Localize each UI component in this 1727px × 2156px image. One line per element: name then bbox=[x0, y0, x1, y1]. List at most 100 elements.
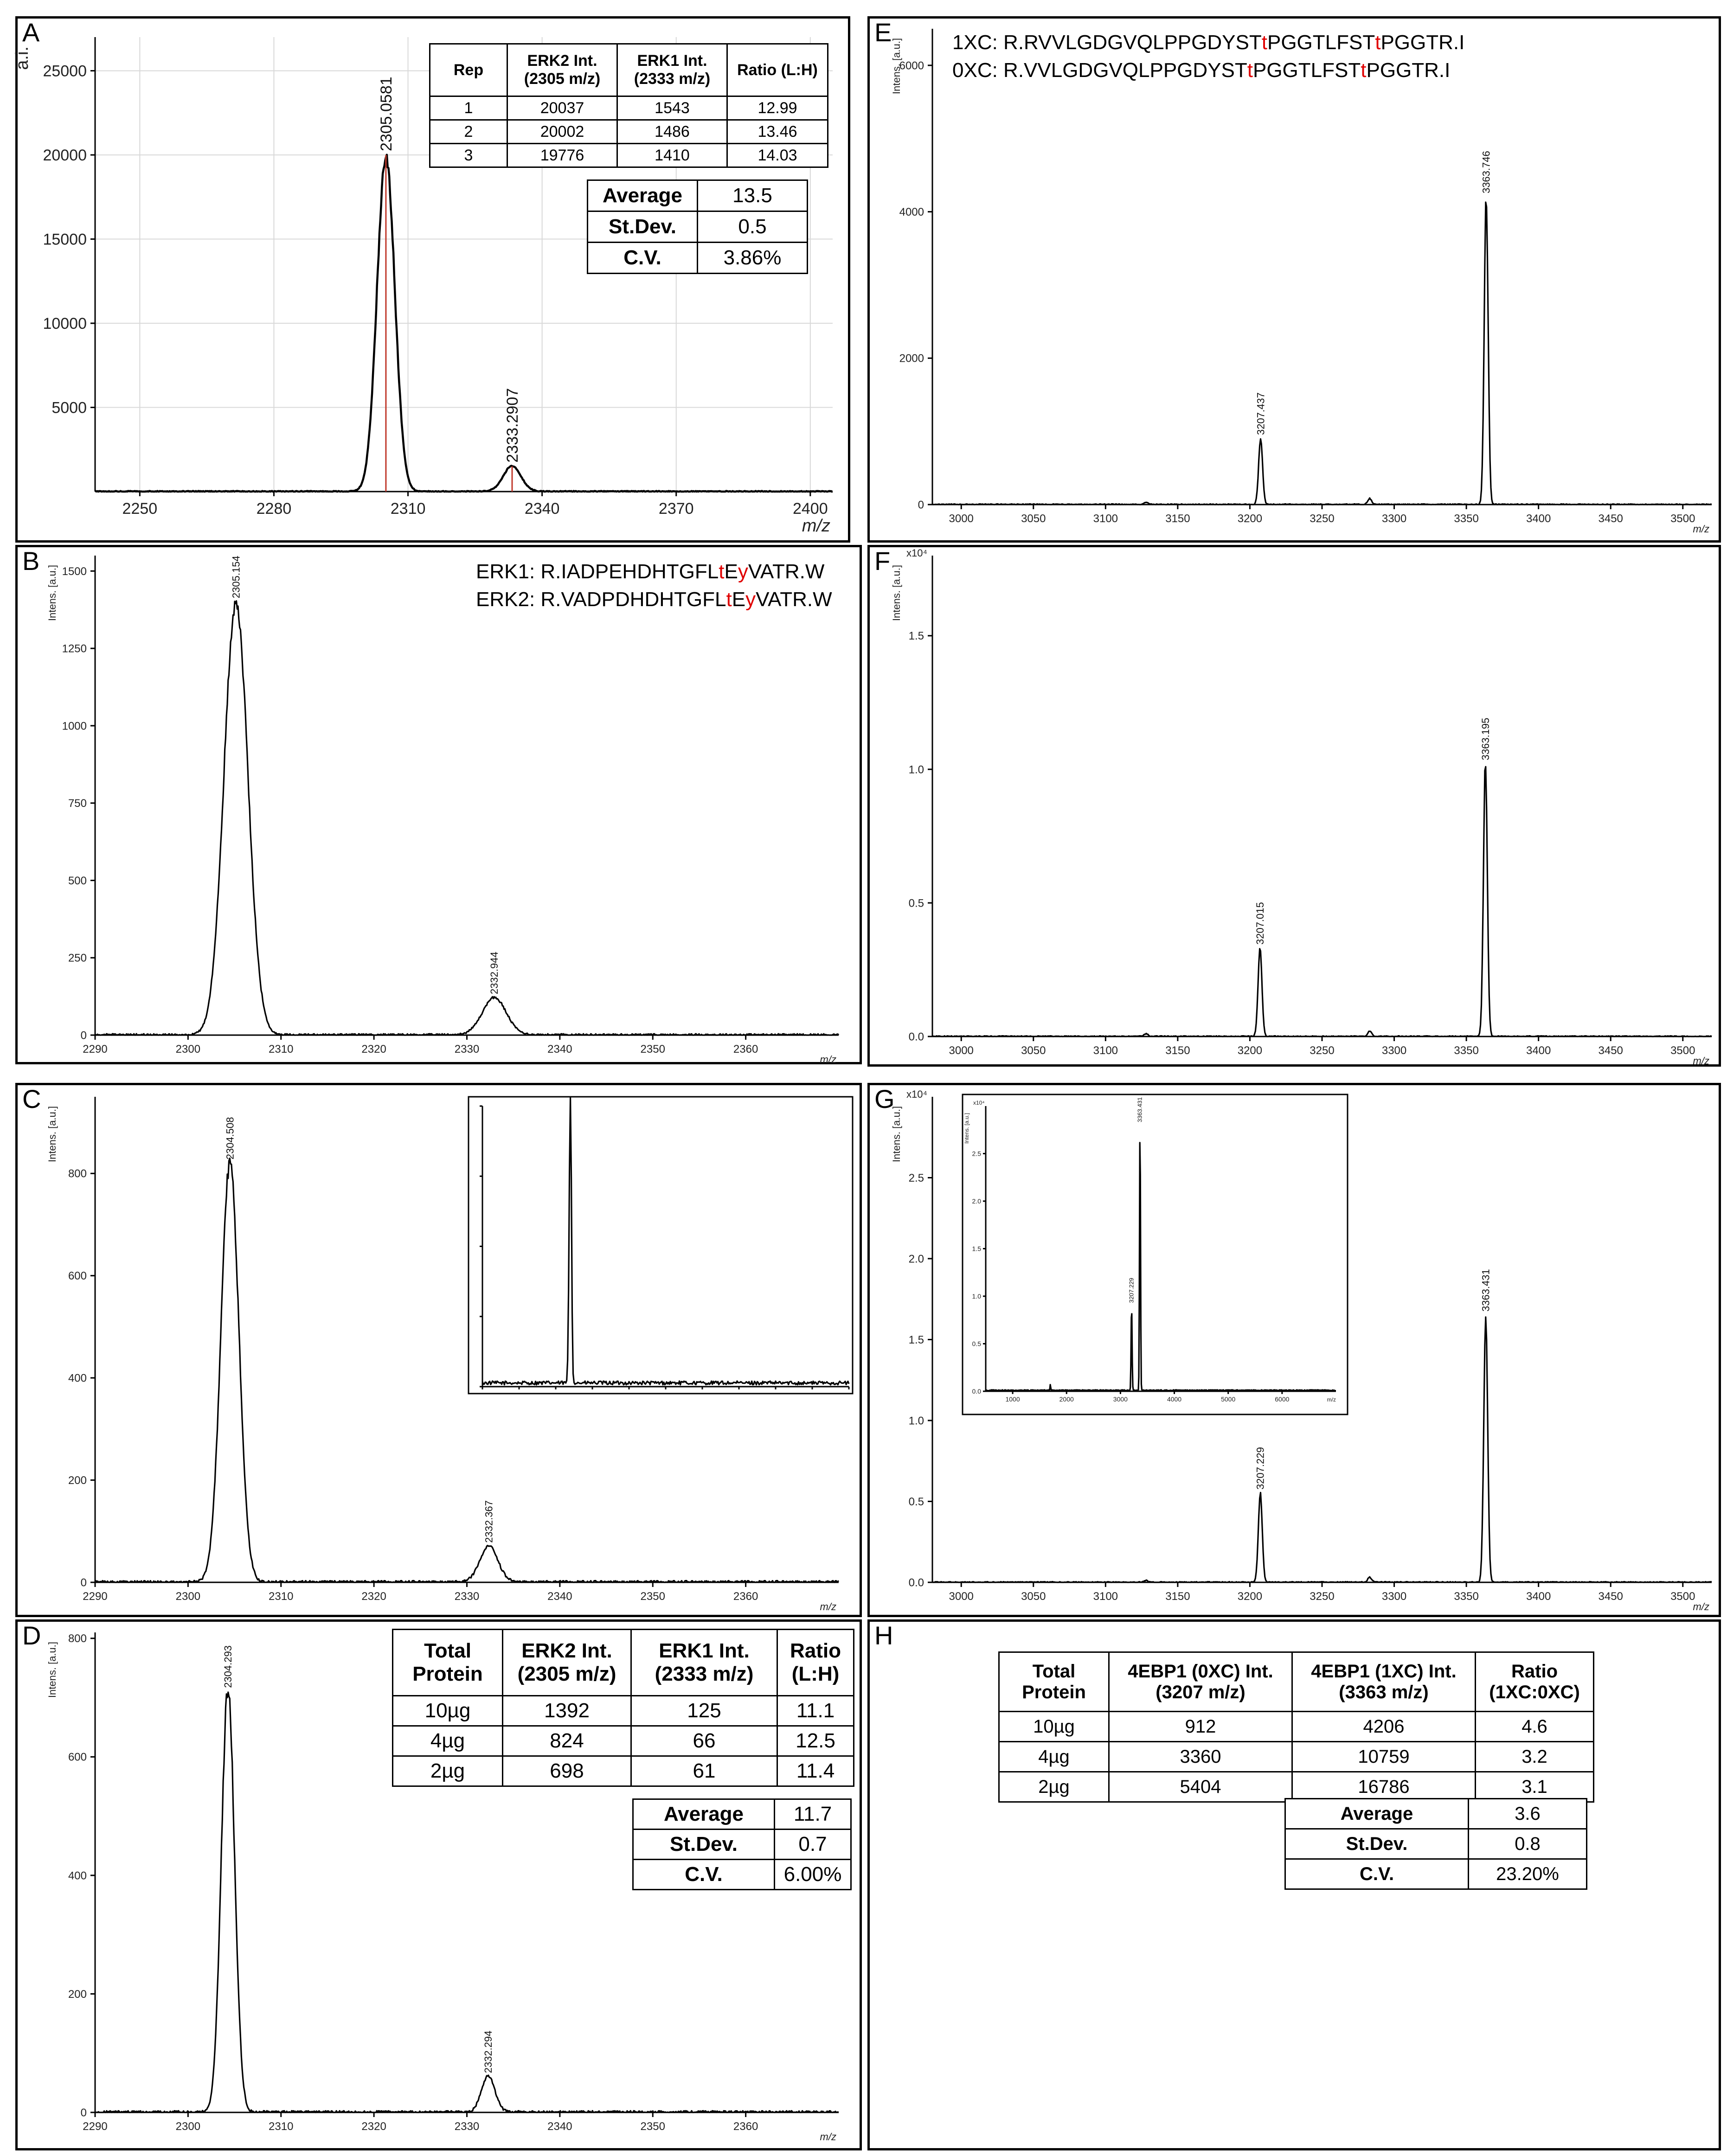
panel-a-y-axis-label: a.i. bbox=[13, 46, 32, 70]
panel-f-spectrum-trace bbox=[932, 766, 1712, 1037]
4ebp1-sequence-segment: t bbox=[1361, 59, 1367, 82]
panel-d-x-tick-label: 2300 bbox=[176, 2120, 200, 2133]
panel-b-x-axis-label: m/z bbox=[820, 1054, 836, 1065]
table-cell: 13.5 bbox=[697, 179, 808, 212]
table-header-cell: 4EBP1 (1XC) Int. (3363 m/z) bbox=[1291, 1651, 1476, 1712]
table-header-cell: Total Protein bbox=[392, 1629, 503, 1696]
table-cell: 3.1 bbox=[1475, 1771, 1594, 1803]
panel-b-x-tick-label: 2350 bbox=[641, 1043, 665, 1056]
panel-g-x-tick-label: 3100 bbox=[1093, 1590, 1118, 1603]
panel-c-x-tick-label: 2350 bbox=[641, 1590, 665, 1603]
erk-peptide-sequences: ERK1: R.IADPEHDHTGFLtEyVATR.W ERK2: R.VAD… bbox=[476, 558, 832, 614]
erk-sequence-segment: t bbox=[719, 560, 725, 583]
panel-d-x-tick-label: 2350 bbox=[641, 2120, 665, 2133]
table-cell: 1392 bbox=[502, 1695, 632, 1727]
panel-g-y-tick-label: 0.5 bbox=[909, 1496, 924, 1508]
table-row: Average 13.5 bbox=[587, 179, 808, 212]
panel-g-inset-y-tick-label: 1.5 bbox=[972, 1245, 982, 1253]
table-a-stats: Average 13.5 St.Dev. 0.5 C.V. 3.86% bbox=[587, 179, 808, 274]
erk-sequence-segment: VATR.W bbox=[756, 588, 832, 611]
panel-c-x-tick-label: 2330 bbox=[455, 1590, 479, 1603]
erk-sequence-segment: VATR.W bbox=[748, 560, 825, 583]
panel-c-y-axis-label: Intens. [a.u.] bbox=[46, 1106, 58, 1162]
panel-g-spectrum-trace bbox=[932, 1316, 1712, 1583]
panel-f-label: F bbox=[874, 546, 891, 576]
panel-a-x-tick-label: 2370 bbox=[659, 500, 694, 518]
4ebp1-sequence-segment: t bbox=[1247, 59, 1253, 82]
4ebp1-sequence-segment: PGGTLFST bbox=[1267, 31, 1375, 54]
table-cell: 11.4 bbox=[777, 1755, 854, 1787]
table-row: St.Dev. 0.5 bbox=[587, 211, 808, 243]
table-header-cell: Rep bbox=[429, 43, 508, 97]
table-cell: 10759 bbox=[1291, 1741, 1476, 1772]
panel-e-x-tick-label: 3000 bbox=[949, 512, 974, 525]
panel-c-x-tick-label: 2360 bbox=[733, 1590, 758, 1603]
table-cell: 66 bbox=[630, 1725, 778, 1757]
panel-c-y-tick-label: 800 bbox=[68, 1168, 87, 1180]
panel-e-y-tick-label: 2000 bbox=[899, 352, 924, 365]
panel-e-x-tick-label: 3250 bbox=[1310, 512, 1334, 525]
table-cell: 14.03 bbox=[726, 143, 828, 168]
panel-a-y-tick-label: 5000 bbox=[51, 399, 87, 416]
panel-g-label: G bbox=[874, 1084, 895, 1113]
table-cell: C.V. bbox=[587, 242, 698, 274]
table-header-row: Total Protein 4EBP1 (0XC) Int. (3207 m/z) 4E… bbox=[998, 1651, 1594, 1712]
panel-d-x-tick-label: 2320 bbox=[361, 2120, 386, 2133]
panel-c-inset-frame bbox=[468, 1096, 854, 1395]
panel-g-x-tick-label: 3000 bbox=[949, 1590, 974, 1603]
table-header-cell: Ratio (L:H) bbox=[777, 1629, 854, 1696]
panel-b-x-tick-label: 2290 bbox=[83, 1043, 107, 1056]
panel-a-x-tick-label: 2250 bbox=[122, 500, 158, 518]
table-row: C.V. 6.00% bbox=[632, 1859, 852, 1890]
panel-e-y-tick-label: 6000 bbox=[899, 59, 924, 72]
panel-e-y-tick-label: 0 bbox=[918, 499, 924, 511]
panel-a-y-tick-label: 10000 bbox=[43, 315, 87, 333]
panel-g-peak-label: 3207.229 bbox=[1255, 1447, 1266, 1490]
table-row: 10µg 912 4206 4.6 bbox=[998, 1711, 1594, 1742]
table-cell: St.Dev. bbox=[1284, 1828, 1469, 1860]
panel-b-x-tick-label: 2330 bbox=[455, 1043, 479, 1056]
table-row: St.Dev. 0.8 bbox=[1284, 1828, 1587, 1860]
erk-sequence-segment: y bbox=[745, 588, 756, 611]
table-header-row: Total Protein ERK2 Int. (2305 m/z) ERK1 Int.… bbox=[392, 1629, 854, 1696]
panel-c-x-tick-label: 2340 bbox=[547, 1590, 572, 1603]
table-row: 4µg 824 66 12.5 bbox=[392, 1725, 854, 1757]
table-row: 2 20002 1486 13.46 bbox=[429, 119, 828, 144]
panel-e-x-tick-label: 3400 bbox=[1526, 512, 1551, 525]
panel-a-x-tick-label: 2340 bbox=[525, 500, 560, 518]
table-cell: 20037 bbox=[507, 96, 618, 121]
panel-b-y-tick-label: 500 bbox=[68, 875, 87, 887]
panel-e-label: E bbox=[874, 18, 892, 47]
panel-d-x-axis-label: m/z bbox=[820, 2131, 836, 2143]
panel-f-y-tick-label: 0.0 bbox=[909, 1030, 924, 1043]
table-cell: 61 bbox=[630, 1755, 778, 1787]
table-cell: 1543 bbox=[616, 96, 728, 121]
panel-d-y-tick-label: 200 bbox=[68, 1988, 87, 2001]
panel-b-x-tick-label: 2300 bbox=[176, 1043, 200, 1056]
panel-g-inset-trace bbox=[985, 1142, 1336, 1392]
panel-b-y-tick-label: 0 bbox=[81, 1029, 87, 1042]
panel-g-x-axis-label: m/z bbox=[1693, 1601, 1709, 1612]
panel-e-y-tick-label: 4000 bbox=[899, 206, 924, 218]
panel-d-y-tick-label: 800 bbox=[68, 1632, 87, 1645]
panel-c-inset-trace bbox=[482, 1096, 850, 1386]
table-h-stats: Average 3.6 St.Dev. 0.8 C.V. 23.20% bbox=[1284, 1798, 1587, 1890]
panel-f-x-tick-label: 3000 bbox=[949, 1044, 974, 1057]
table-cell: 2µg bbox=[392, 1755, 503, 1787]
table-cell: 23.20% bbox=[1468, 1858, 1587, 1890]
panel-b-x-tick-label: 2320 bbox=[361, 1043, 386, 1056]
table-cell: 1410 bbox=[616, 143, 728, 168]
panel-g-inset-y-axis-label: Intens. [a.u.] bbox=[963, 1113, 970, 1144]
panel-b-label: B bbox=[22, 546, 40, 576]
table-cell: 12.99 bbox=[726, 96, 828, 121]
panel-f-x-axis-label: m/z bbox=[1693, 1055, 1709, 1067]
panel-b-x-tick-label: 2340 bbox=[547, 1043, 572, 1056]
table-header-cell: 4EBP1 (0XC) Int. (3207 m/z) bbox=[1108, 1651, 1293, 1712]
table-cell: 0.5 bbox=[697, 211, 808, 243]
table-row: C.V. 23.20% bbox=[1284, 1858, 1587, 1890]
panel-c-x-tick-label: 2310 bbox=[269, 1590, 293, 1603]
table-cell: Average bbox=[632, 1798, 775, 1830]
table-cell: 0.7 bbox=[774, 1829, 852, 1860]
erk-sequence-line-2: ERK2: R.VADPDHDHTGFLtEyVATR.W bbox=[476, 586, 832, 614]
